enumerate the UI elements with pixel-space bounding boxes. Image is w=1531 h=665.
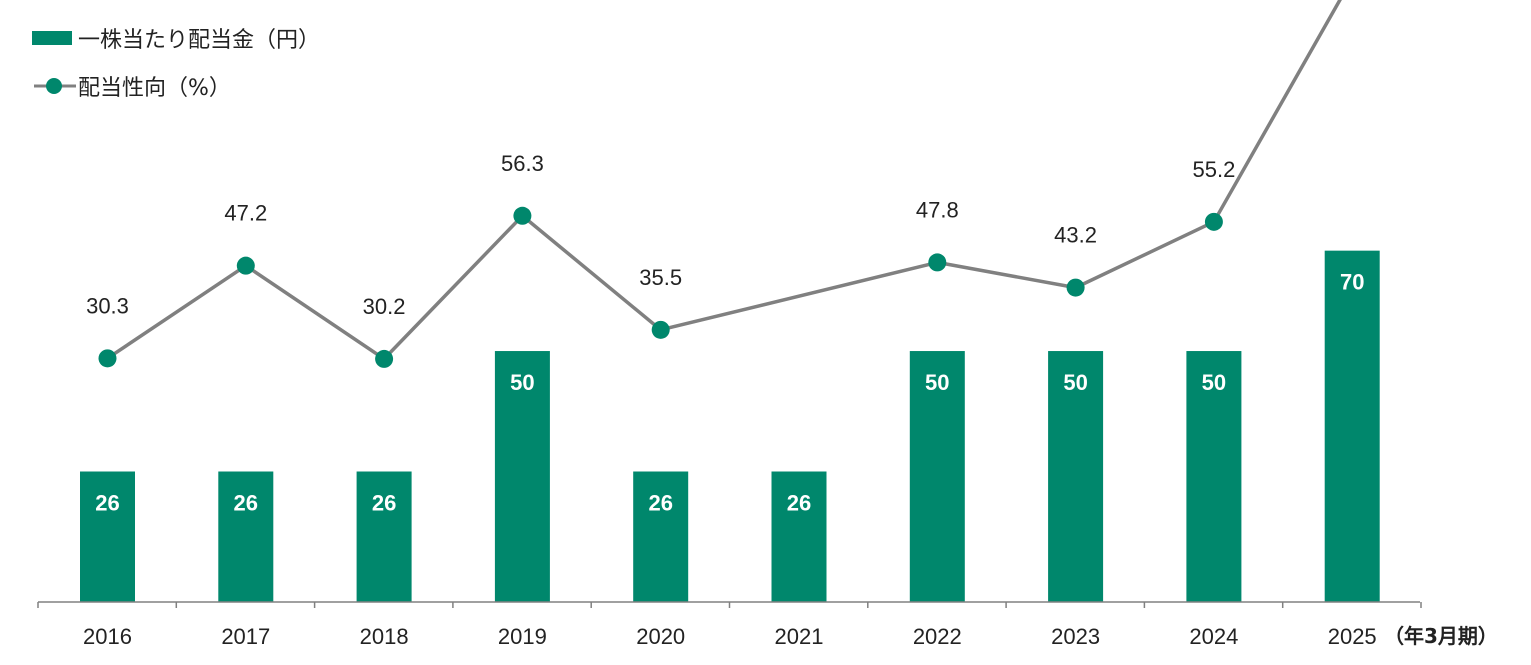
payout-ratio-point: [513, 206, 532, 225]
x-tick-label: 2016: [83, 624, 132, 649]
legend: 一株当たり配当金（円） 配当性向（%）: [32, 22, 320, 118]
x-tick-label: 2023: [1051, 624, 1100, 649]
x-tick-label: 2020: [636, 624, 685, 649]
payout-ratio-point: [1204, 212, 1223, 231]
legend-item-payout-ratio: 配当性向（%）: [32, 70, 320, 102]
bar-2023: [1048, 351, 1104, 602]
payout-ratio-label: 30.2: [363, 294, 406, 319]
bar-2018: [356, 471, 412, 602]
payout-ratio-label: 35.5: [639, 265, 682, 290]
period-label: （年3月期）: [1384, 624, 1498, 648]
payout-ratio-label: 56.3: [501, 151, 544, 176]
x-tick-label: 2019: [498, 624, 547, 649]
payout-ratio-point: [1066, 278, 1085, 297]
bar-2016: [80, 471, 135, 602]
payout-ratio-point: [98, 349, 117, 368]
bar-value-label: 26: [372, 491, 396, 516]
legend-line-label: 配当性向（%）: [78, 76, 231, 101]
payout-ratio-label: 47.2: [224, 201, 267, 226]
bar-value-label: 50: [925, 370, 949, 395]
bar-value-label: 26: [648, 491, 672, 516]
payout-ratio-point: [375, 349, 394, 368]
bar-value-label: 26: [787, 491, 811, 516]
bar-2022: [909, 351, 965, 602]
payout-ratio-point: [928, 253, 947, 272]
bar-2024: [1186, 351, 1242, 602]
x-tick-label: 2017: [221, 624, 270, 649]
legend-line-swatch: [34, 78, 76, 94]
payout-ratio-label: 55.2: [1192, 157, 1235, 182]
bar-value-label: 50: [1202, 370, 1226, 395]
bar-2020: [633, 471, 689, 602]
bar-2019: [494, 351, 550, 602]
payout-ratio-point: [236, 256, 255, 275]
bar-value-label: 50: [1063, 370, 1087, 395]
x-tick-label: 2022: [913, 624, 962, 649]
x-tick-label: 2025: [1328, 624, 1377, 649]
legend-bar-swatch: [32, 31, 72, 45]
bar-2025: [1324, 250, 1380, 602]
bar-value-label: 70: [1340, 270, 1364, 295]
payout-ratio-point: [651, 320, 670, 339]
legend-bar-label: 一株当たり配当金（円）: [78, 28, 321, 53]
payout-ratio-label: 47.8: [916, 197, 959, 222]
x-tick-label: 2024: [1189, 624, 1238, 649]
bar-value-label: 26: [95, 491, 119, 516]
bar-2021: [771, 471, 827, 602]
bar-value-label: 26: [234, 491, 258, 516]
bar-2017: [218, 471, 274, 602]
legend-item-dividend: 一株当たり配当金（円）: [32, 22, 320, 54]
payout-ratio-label: 43.2: [1054, 223, 1097, 248]
x-tick-label: 2021: [775, 624, 824, 649]
payout-ratio-label: 30.3: [86, 293, 129, 318]
x-tick-label: 2018: [360, 624, 409, 649]
bar-value-label: 50: [510, 370, 534, 395]
